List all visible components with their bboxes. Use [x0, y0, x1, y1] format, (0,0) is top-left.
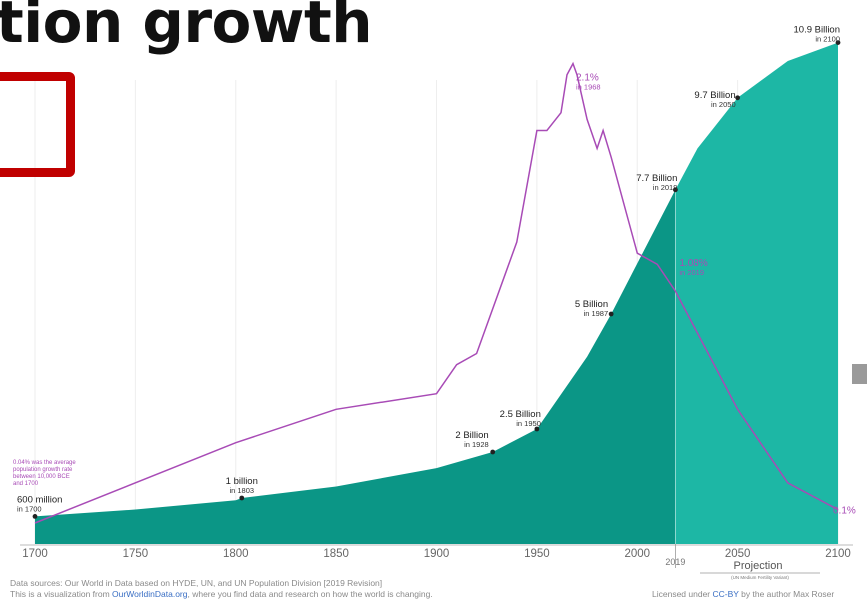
x-tick-label: 1950 — [524, 548, 550, 560]
x-axis: 1700 1750 1800 1850 1900 1950 2000 2050 21002019… — [20, 544, 853, 580]
x-tick-label: 1700 — [22, 548, 48, 560]
annotation-point — [534, 426, 540, 432]
annotation-label: 1.08% — [679, 258, 707, 269]
annotation-label: 9.7 Billion — [694, 90, 735, 101]
x-tick-label: 2050 — [725, 548, 751, 560]
annotation-sublabel: in 1928 — [464, 440, 489, 449]
annotation-point — [608, 311, 614, 317]
annotation-point — [672, 187, 678, 193]
scroll-handle[interactable] — [852, 364, 867, 384]
growth-rate-line — [34, 61, 839, 524]
annotation-sublabel: in 1987 — [584, 309, 609, 318]
projection-label: Projection — [734, 560, 783, 572]
footer-license-prefix: Licensed under — [652, 589, 713, 599]
annotation-label: 10.9 Billion — [794, 25, 840, 36]
population-area — [35, 42, 838, 545]
annotation-label: 7.7 Billion — [636, 173, 677, 184]
annotation-label: 600 million — [17, 494, 62, 505]
annotation-sublabel: in 1968 — [576, 83, 601, 92]
annotation-label: 1 billion — [226, 476, 258, 487]
page-title: tion growth — [0, 0, 373, 56]
projection-sublabel: (UN Medium Fertility Variant) — [731, 575, 789, 580]
annotation-point — [239, 495, 245, 501]
annotation-label: 2.5 Billion — [500, 409, 541, 420]
annotation-sublabel: in 2019 — [679, 268, 704, 277]
annotation-point — [735, 95, 741, 101]
annotation-sublabel: in 2050 — [711, 100, 736, 109]
annotation-point — [32, 514, 38, 519]
ourworldindata-link[interactable]: OurWorldinData.org — [112, 589, 188, 599]
note-line: 0.04% was the average — [13, 460, 76, 466]
x-tick-label: 1900 — [424, 548, 450, 560]
annotation-sublabel: in 1803 — [229, 486, 254, 495]
x-tick-label: 2100 — [825, 548, 851, 560]
annotation-sublabel: in 1950 — [516, 419, 541, 428]
footer-viz-suffix: , where you find data and research on ho… — [187, 589, 433, 599]
cc-by-link[interactable]: CC-BY — [712, 589, 739, 599]
annotation-label: 2 Billion — [455, 430, 488, 441]
highlight-box — [0, 72, 75, 177]
annotation-sublabel: in 1700 — [17, 504, 42, 513]
x-tick-label: 1750 — [123, 548, 149, 560]
footer-license: Licensed under CC-BY by the author Max R… — [652, 589, 834, 599]
x-tick-label: 2000 — [624, 548, 650, 560]
footer-viz-prefix: This is a visualization from — [10, 589, 113, 599]
annotation-point — [490, 449, 496, 455]
x-tick-label: 1850 — [323, 548, 349, 560]
footer-sources: Data sources: Our World in Data based on… — [10, 578, 383, 588]
x-tick-label: 1800 — [223, 548, 249, 560]
annotation-point — [835, 40, 841, 45]
footer-license-suffix: by the author Max Roser — [738, 589, 835, 599]
note-line: between 10,000 BCE — [13, 474, 70, 480]
annotation-label: 2.1% — [576, 73, 599, 84]
annotation-sublabel: in 2100 — [815, 35, 840, 44]
annotation-sublabel: in 2019 — [653, 183, 678, 192]
footer-visualization: This is a visualization from OurWorldinD… — [10, 589, 433, 599]
annotation-label: 0.1% — [833, 506, 856, 517]
note-line: and 1700 — [13, 481, 39, 487]
note-line: population growth rate — [13, 467, 73, 473]
growth-rate-path — [34, 61, 839, 524]
population-projection-area — [675, 42, 838, 544]
population-historic-area — [35, 189, 676, 545]
annotation-label: 5 Billion — [575, 299, 608, 310]
